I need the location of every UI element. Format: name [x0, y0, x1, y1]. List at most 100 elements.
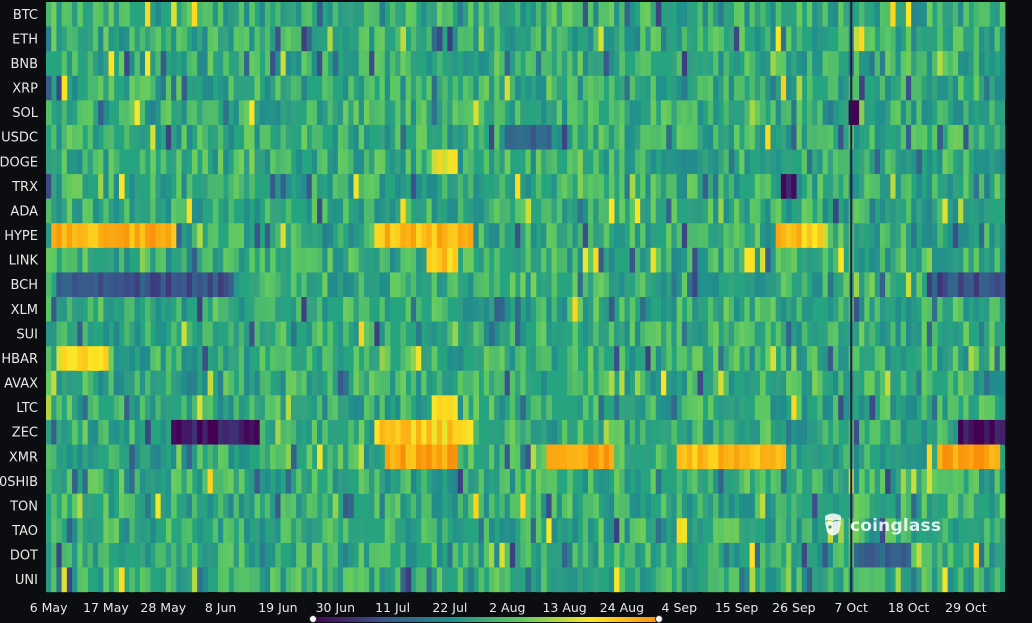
heatmap-cell: [150, 75, 156, 101]
heatmap-cell: [103, 26, 109, 52]
heatmap-cell: [588, 198, 594, 224]
heatmap-cell: [661, 124, 667, 150]
heatmap-cell: [843, 124, 850, 150]
heatmap-cell: [666, 26, 672, 52]
heatmap-cell: [317, 567, 323, 593]
heatmap-cell: [207, 247, 214, 273]
heatmap-cell: [212, 2, 219, 27]
heatmap-cell: [707, 444, 714, 470]
heatmap-cell: [509, 321, 516, 347]
x-tick-label: 8 Jun: [205, 600, 236, 615]
heatmap-cell: [489, 297, 495, 322]
heatmap-cell: [770, 370, 777, 396]
heatmap-cell: [645, 198, 651, 224]
heatmap-cell: [588, 542, 594, 568]
heatmap-cell: [478, 124, 485, 150]
heatmap-cell: [145, 395, 151, 421]
heatmap-cell: [181, 272, 188, 298]
heatmap-cell: [155, 51, 162, 76]
heatmap-cell: [504, 444, 511, 470]
heatmap-cell: [254, 419, 261, 445]
heatmap-cell: [176, 272, 182, 298]
heatmap-cell: [92, 198, 99, 224]
heatmap-cell: [212, 174, 219, 199]
heatmap-cell: [51, 174, 57, 199]
heatmap-cell: [770, 493, 777, 519]
heatmap-cell: [436, 419, 443, 445]
heatmap-cell: [713, 198, 719, 224]
heatmap-cell: [780, 567, 787, 593]
heatmap-cell: [337, 542, 344, 568]
heatmap-cell: [66, 469, 73, 494]
heatmap-cell: [791, 247, 797, 273]
heatmap-cell: [692, 174, 698, 199]
heatmap-cell: [520, 272, 526, 298]
heatmap-cell: [812, 419, 818, 445]
heatmap-cell: [431, 26, 438, 52]
heatmap-cell: [926, 174, 933, 199]
heatmap-cell: [890, 100, 896, 126]
heatmap-cell: [139, 75, 146, 101]
heatmap-cell: [46, 297, 52, 322]
heatmap-cell: [113, 321, 120, 347]
heatmap-cell: [890, 149, 896, 175]
heatmap-cell: [942, 272, 949, 298]
heatmap-cell: [593, 419, 599, 445]
heatmap-cell: [228, 469, 235, 494]
heatmap-cell: [181, 419, 188, 445]
heatmap-cell: [947, 370, 954, 396]
heatmap-cell: [238, 395, 245, 421]
heatmap-cell: [217, 2, 224, 27]
heatmap-cell: [645, 124, 651, 150]
heatmap-cell: [426, 149, 433, 175]
heatmap-cell: [598, 26, 605, 52]
heatmap-cell: [98, 469, 104, 494]
heatmap-cell: [249, 370, 255, 396]
heatmap-cell: [786, 321, 792, 347]
heatmap-cell: [520, 395, 526, 421]
heatmap-cell: [619, 321, 625, 347]
heatmap-cell: [82, 444, 89, 470]
heatmap-cell: [191, 444, 198, 470]
heatmap-cell: [900, 75, 907, 101]
heatmap-cell: [353, 198, 360, 224]
heatmap-cell: [504, 75, 511, 101]
colorbar[interactable]: [309, 615, 663, 623]
heatmap-cell: [447, 51, 453, 76]
heatmap-cell: [379, 493, 386, 519]
heatmap-cell: [791, 346, 797, 371]
heatmap-cell: [145, 297, 151, 322]
heatmap-cell: [400, 346, 407, 371]
heatmap-cell: [640, 567, 646, 593]
heatmap-cell: [348, 149, 354, 175]
heatmap-cell: [473, 75, 479, 101]
heatmap-cell: [713, 567, 719, 593]
heatmap-cell: [249, 100, 255, 126]
heatmap-cell: [322, 75, 328, 101]
heatmap-cell: [145, 346, 151, 371]
heatmap-cell: [87, 100, 94, 126]
heatmap-cell: [207, 75, 214, 101]
heatmap-cell: [489, 51, 495, 76]
heatmap-cell: [853, 100, 860, 126]
heatmap-cell: [791, 26, 797, 52]
heatmap-cell: [624, 26, 631, 52]
heatmap-cell: [822, 2, 829, 27]
heatmap-cell: [426, 444, 433, 470]
heatmap-cell: [822, 567, 829, 593]
heatmap-cell: [879, 51, 886, 76]
heatmap-cell: [468, 124, 474, 150]
heatmap-cell: [442, 2, 448, 27]
heatmap-cell: [932, 272, 938, 298]
heatmap-cell: [796, 444, 803, 470]
heatmap-cell: [770, 26, 777, 52]
heatmap-cell: [989, 51, 995, 76]
heatmap-cell: [916, 493, 923, 519]
heatmap-cell: [197, 469, 203, 494]
heatmap-cell: [634, 247, 641, 273]
heatmap-cell: [134, 174, 141, 199]
heatmap-cell: [478, 321, 485, 347]
heatmap-cell: [874, 272, 881, 298]
heatmap-cell: [483, 518, 490, 544]
heatmap-cell: [103, 247, 109, 273]
